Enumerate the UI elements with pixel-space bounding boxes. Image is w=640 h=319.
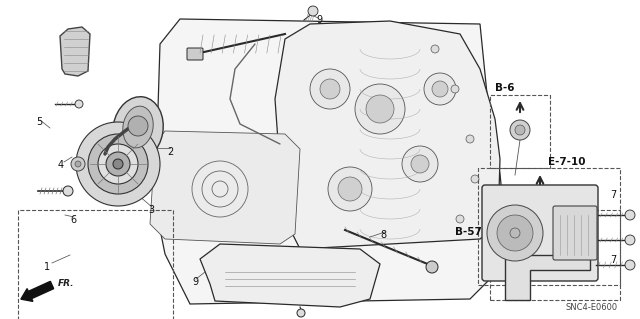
Circle shape [411,155,429,173]
Circle shape [308,6,318,16]
Circle shape [98,144,138,184]
Bar [478,168,620,285]
Text: 7: 7 [610,255,616,265]
Circle shape [297,309,305,317]
FancyBboxPatch shape [482,185,598,281]
Text: 7: 7 [610,190,616,200]
Text: 5: 5 [36,117,42,127]
Circle shape [113,159,123,169]
Text: B-57: B-57 [455,227,482,237]
FancyArrow shape [21,281,54,301]
Ellipse shape [123,106,153,148]
Polygon shape [505,220,590,300]
Circle shape [625,260,635,270]
Bar [490,210,620,300]
Circle shape [431,45,439,53]
Polygon shape [200,244,380,307]
Text: 6: 6 [70,215,76,225]
Circle shape [75,161,81,167]
Circle shape [320,79,340,99]
Circle shape [456,215,464,223]
Text: 9: 9 [316,15,322,25]
Circle shape [487,205,543,261]
Circle shape [625,210,635,220]
Text: SNC4-E0600: SNC4-E0600 [565,302,617,311]
Polygon shape [150,131,300,244]
Circle shape [625,235,635,245]
Circle shape [355,84,405,134]
Circle shape [424,73,456,105]
Bar [490,95,550,168]
Circle shape [128,116,148,136]
Circle shape [451,85,459,93]
Circle shape [106,152,130,176]
Polygon shape [60,27,90,76]
Circle shape [432,81,448,97]
Text: 1: 1 [44,262,50,272]
Circle shape [510,120,530,140]
Circle shape [515,125,525,135]
Text: 9: 9 [192,277,198,287]
Circle shape [75,100,83,108]
Text: 3: 3 [148,205,154,215]
Text: B-6: B-6 [495,83,515,93]
Polygon shape [275,21,500,249]
Circle shape [366,95,394,123]
Circle shape [497,215,533,251]
Circle shape [505,223,525,243]
Circle shape [510,228,520,238]
Circle shape [338,177,362,201]
Text: 4: 4 [58,160,64,170]
FancyBboxPatch shape [187,48,203,60]
Ellipse shape [113,97,163,161]
Circle shape [71,157,85,171]
FancyBboxPatch shape [553,206,597,260]
Circle shape [402,146,438,182]
Text: E-7-10: E-7-10 [548,157,586,167]
Polygon shape [155,19,505,304]
Bar [18,210,173,319]
Text: FR.: FR. [58,278,74,287]
Circle shape [76,122,160,206]
Text: 2: 2 [167,147,173,157]
Circle shape [310,69,350,109]
Text: 8: 8 [380,230,386,240]
Circle shape [328,167,372,211]
Circle shape [466,135,474,143]
Circle shape [471,175,479,183]
Circle shape [88,134,148,194]
Circle shape [426,261,438,273]
Circle shape [63,186,73,196]
